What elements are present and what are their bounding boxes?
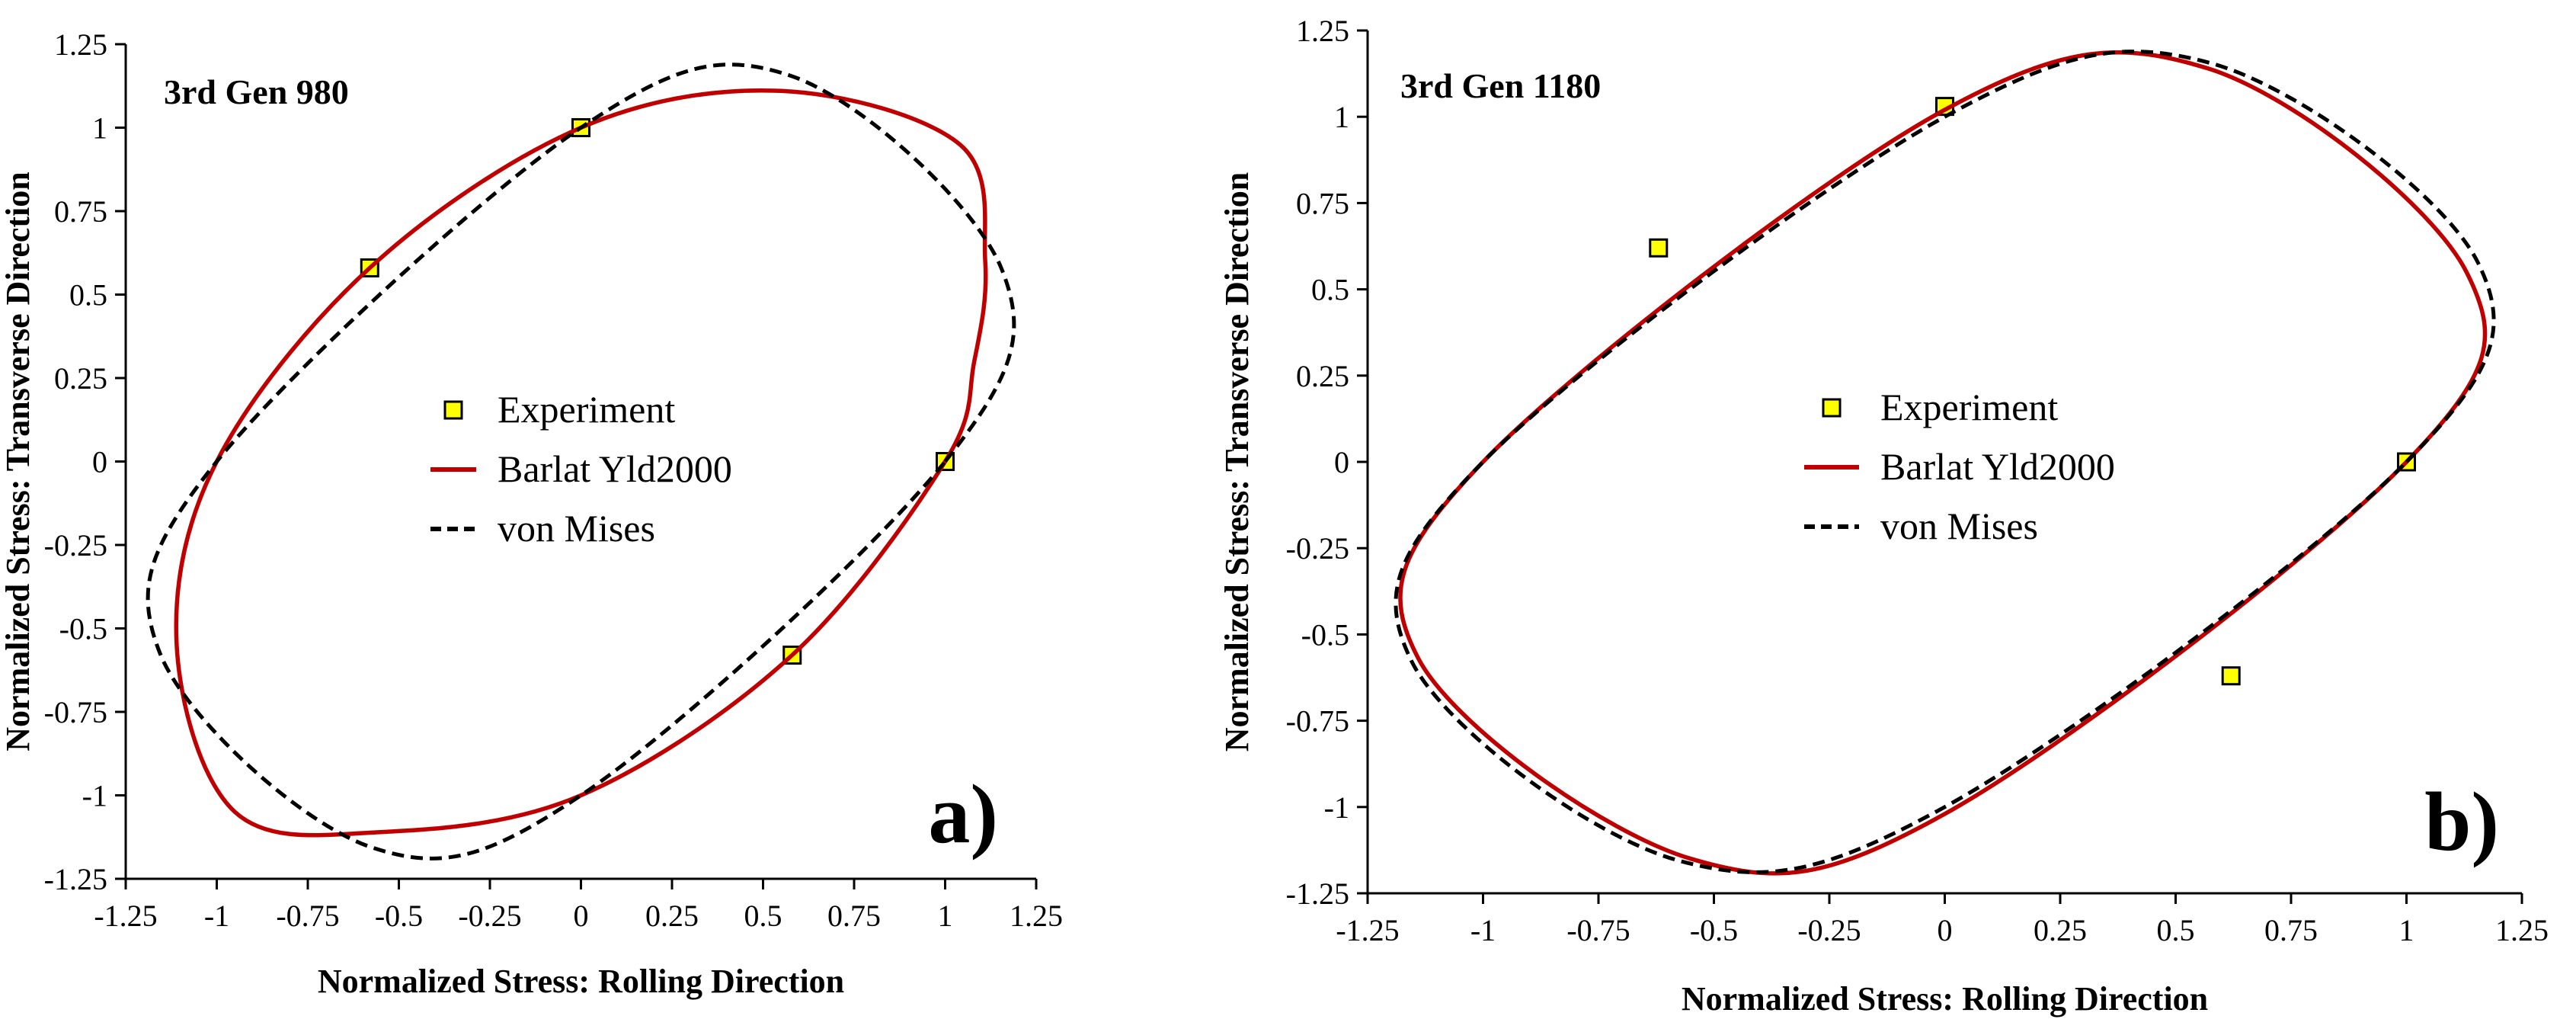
panel-a-x-tick-label: -0.75 — [276, 899, 339, 933]
panel-b-panel-letter: b) — [2424, 775, 2499, 868]
panel-a-x-tick-label: 0.75 — [827, 899, 881, 933]
panel-b-y-tick-label: -1.25 — [1286, 877, 1349, 911]
panel-a-x-tick-label: 0.25 — [645, 899, 699, 933]
panel-b-experiment-point — [2221, 666, 2241, 686]
panel-b-x-axis-title: Normalized Stress: Rolling Direction — [1682, 980, 2208, 1018]
panel-b-y-tick-label: 0.75 — [1296, 186, 1349, 220]
panel-b-x-tick-label: -0.25 — [1797, 913, 1861, 947]
panel-b-y-tick-label: 0.5 — [1311, 273, 1349, 307]
panel-b-x-tick-label: 1 — [2399, 913, 2414, 947]
panel-b-x-tick-label: 0 — [1938, 913, 1953, 947]
panel-b-y-tick-label: 1 — [1334, 100, 1349, 134]
panel-a-y-axis-title: Normalized Stress: Transverse Direction — [0, 171, 37, 751]
panel-a-x-tick-label: -1 — [204, 899, 229, 933]
panel-a-y-tick-label: 0.75 — [54, 194, 107, 229]
panel-b-title: 3rd Gen 1180 — [1400, 66, 1601, 105]
panel-b-x-tick-label: -1 — [1470, 913, 1496, 947]
panel-b-von-mises-curve — [1394, 50, 2496, 874]
panel-b-legend-label: von Mises — [1880, 505, 2038, 547]
panel-a-legend-label: Experiment — [498, 388, 675, 431]
panel-a-barlat-curve — [174, 88, 988, 838]
panel-b-legend-marker — [1822, 398, 1842, 418]
panel-a-panel-letter: a) — [928, 768, 998, 861]
panel-a-y-tick-label: -1.25 — [44, 862, 107, 896]
panel-a-legend-marker — [443, 400, 463, 420]
panel-b-x-tick-label: -0.5 — [1690, 913, 1738, 947]
panel-b-y-axis-title: Normalized Stress: Transverse Direction — [1218, 172, 1256, 752]
panel-b-x-tick-label: 0.75 — [2264, 913, 2318, 947]
panel-a-y-tick-label: -1 — [82, 779, 107, 813]
panel-a-x-tick-label: 1.25 — [1010, 899, 1063, 933]
panel-a-y-tick-label: -0.5 — [59, 612, 107, 646]
panel-a-y-tick-label: 1 — [92, 111, 107, 146]
panel-a-y-tick-label: 0.25 — [54, 361, 107, 396]
panel-a-x-tick-label: -1.25 — [94, 899, 157, 933]
panel-a-von-mises-curve — [146, 62, 1016, 861]
panel-b-y-tick-label: 0.25 — [1296, 359, 1349, 393]
panel-a-y-tick-label: 0 — [92, 445, 107, 479]
panel-a-legend-label: von Mises — [498, 507, 655, 550]
panel-b-x-tick-label: -0.75 — [1566, 913, 1630, 947]
panel-b-experiment-point — [1649, 238, 1669, 258]
panel-a-title: 3rd Gen 980 — [164, 72, 349, 111]
panel-b-y-tick-label: 0 — [1334, 445, 1349, 479]
panel-b-y-tick-label: -0.5 — [1301, 617, 1349, 652]
panel-b-x-tick-label: 0.25 — [2034, 913, 2087, 947]
panel-a-y-tick-label: -0.25 — [44, 528, 107, 562]
panel-b-barlat-curve — [1398, 50, 2488, 876]
panel-b-y-tick-label: 1.25 — [1296, 14, 1349, 48]
panel-b-legend-label: Experiment — [1880, 386, 2058, 428]
panel-a-x-tick-label: -0.5 — [375, 899, 423, 933]
panel-a-y-tick-label: -0.75 — [44, 695, 107, 729]
panel-a-y-tick-label: 1.25 — [54, 27, 107, 62]
panel-b-y-tick-label: -0.75 — [1286, 704, 1349, 739]
panel-a-legend-label: Barlat Yld2000 — [498, 447, 732, 490]
panel-a-x-tick-label: 1 — [938, 899, 953, 933]
panel-b-x-tick-label: -1.25 — [1336, 913, 1399, 947]
panel-a-x-tick-label: 0.5 — [744, 899, 782, 933]
panel-b-chart: -1.25 -1 -0.75 -0.5 -0.25 0 0.25 0.5 0.75 1 1.25 1.… — [1218, 14, 2549, 1018]
panel-a-chart: -1.25 -1 -0.75 -0.5 -0.25 0 0.25 0.5 0.75 1 1.25 1.… — [0, 27, 1063, 1000]
panel-a-x-tick-label: -0.25 — [458, 899, 521, 933]
panel-b-y-tick-label: -0.25 — [1286, 531, 1349, 566]
panel-a-x-tick-label: 0 — [574, 899, 589, 933]
panel-a-y-tick-label: 0.5 — [69, 278, 107, 312]
panel-b-x-tick-label: 1.25 — [2495, 913, 2549, 947]
panel-b-legend-label: Barlat Yld2000 — [1880, 445, 2115, 488]
panel-b-y-tick-label: -1 — [1324, 790, 1349, 825]
panel-a-x-axis-title: Normalized Stress: Rolling Direction — [318, 963, 844, 1000]
panel-b-x-tick-label: 0.5 — [2157, 913, 2195, 947]
